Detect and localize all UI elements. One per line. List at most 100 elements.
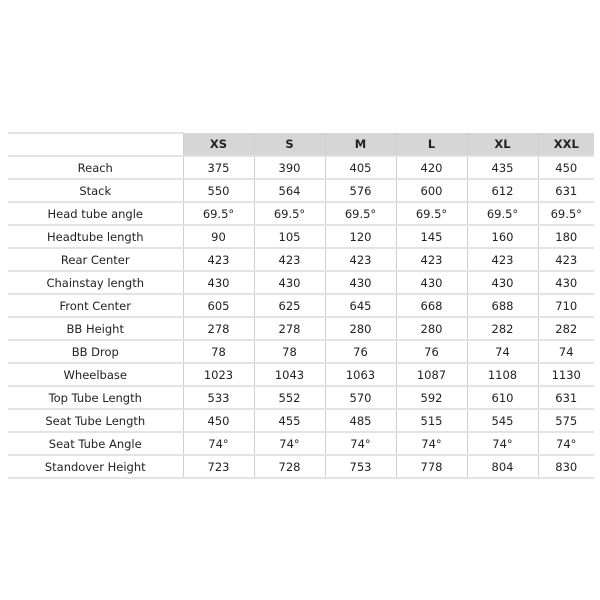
size-header-xxl: XXL xyxy=(537,133,594,157)
cell-value: 76 xyxy=(324,340,396,364)
cell-value: 455 xyxy=(253,409,325,433)
grid-line xyxy=(467,463,468,471)
cell-value: 282 xyxy=(537,317,594,341)
cell-value: 450 xyxy=(537,156,594,180)
row-label: Headtube length xyxy=(8,225,183,249)
table-row: Headtube length 90 105 120 145 160 180 xyxy=(8,225,594,249)
cell-value: 710 xyxy=(537,294,594,318)
cell-value: 420 xyxy=(395,156,467,180)
row-label: Stack xyxy=(8,179,183,203)
cell-value: 78 xyxy=(253,340,325,364)
cell-value: 375 xyxy=(182,156,254,180)
cell-value: 423 xyxy=(466,248,538,272)
row-label: Seat Tube Length xyxy=(8,409,183,433)
row-label: Seat Tube Angle xyxy=(8,432,183,456)
cell-value: 278 xyxy=(253,317,325,341)
table-row: Rear Center 423 423 423 423 423 423 xyxy=(8,248,594,272)
header-row: XS S M L XL XXL xyxy=(8,132,594,157)
size-header-xl: XL xyxy=(466,133,538,157)
row-label: Standover Height xyxy=(8,455,183,479)
cell-value: 74 xyxy=(537,340,594,364)
cell-value: 74° xyxy=(466,432,538,456)
row-label: Chainstay length xyxy=(8,271,183,295)
cell-value: 576 xyxy=(324,179,396,203)
cell-value: 1023 xyxy=(182,363,254,387)
cell-value: 645 xyxy=(324,294,396,318)
cell-value: 120 xyxy=(324,225,396,249)
cell-value: 278 xyxy=(182,317,254,341)
table-row: Standover Height 723 728 753 778 804 830 xyxy=(8,455,594,479)
row-label: Rear Center xyxy=(8,248,183,272)
table-row: Front Center 605 625 645 668 688 710 xyxy=(8,294,594,318)
cell-value: 423 xyxy=(324,248,396,272)
cell-value: 280 xyxy=(324,317,396,341)
table-row: Reach 375 390 405 420 435 450 xyxy=(8,156,594,180)
cell-value: 728 xyxy=(253,455,325,479)
table-row: Wheelbase 1023 1043 1063 1087 1108 1130 xyxy=(8,363,594,387)
grid-line xyxy=(396,463,397,471)
grid-line xyxy=(254,463,255,471)
header-corner xyxy=(8,132,183,157)
cell-value: 69.5° xyxy=(395,202,467,226)
cell-value: 160 xyxy=(466,225,538,249)
cell-value: 430 xyxy=(182,271,254,295)
cell-value: 74° xyxy=(537,432,594,456)
row-label: Wheelbase xyxy=(8,363,183,387)
row-label: Reach xyxy=(8,156,183,180)
cell-value: 423 xyxy=(182,248,254,272)
size-header-l: L xyxy=(395,133,467,157)
cell-value: 74° xyxy=(324,432,396,456)
cell-value: 564 xyxy=(253,179,325,203)
cell-value: 69.5° xyxy=(537,202,594,226)
cell-value: 688 xyxy=(466,294,538,318)
cell-value: 69.5° xyxy=(182,202,254,226)
cell-value: 753 xyxy=(324,455,396,479)
cell-value: 430 xyxy=(395,271,467,295)
table-row: Chainstay length 430 430 430 430 430 430 xyxy=(8,271,594,295)
cell-value: 435 xyxy=(466,156,538,180)
table-row: BB Drop 78 78 76 76 74 74 xyxy=(8,340,594,364)
table-row: Head tube angle 69.5° 69.5° 69.5° 69.5° 69.5°… xyxy=(8,202,594,226)
cell-value: 423 xyxy=(253,248,325,272)
table-row: Stack 550 564 576 600 612 631 xyxy=(8,179,594,203)
grid-line xyxy=(183,463,184,471)
cell-value: 390 xyxy=(253,156,325,180)
cell-value: 550 xyxy=(182,179,254,203)
size-header-s: S xyxy=(253,133,325,157)
table-row: Seat Tube Angle 74° 74° 74° 74° 74° 74° xyxy=(8,432,594,456)
grid-line xyxy=(325,463,326,471)
cell-value: 1063 xyxy=(324,363,396,387)
cell-value: 575 xyxy=(537,409,594,433)
cell-value: 600 xyxy=(395,179,467,203)
geometry-table: XS S M L XL XXL Reach 375 390 405 420 435 450 Stack 5… xyxy=(8,132,594,479)
cell-value: 90 xyxy=(182,225,254,249)
cell-value: 430 xyxy=(466,271,538,295)
cell-value: 545 xyxy=(466,409,538,433)
cell-value: 612 xyxy=(466,179,538,203)
cell-value: 74° xyxy=(395,432,467,456)
cell-value: 450 xyxy=(182,409,254,433)
cell-value: 105 xyxy=(253,225,325,249)
cell-value: 430 xyxy=(253,271,325,295)
table-row: Top Tube Length 533 552 570 592 610 631 xyxy=(8,386,594,410)
cell-value: 830 xyxy=(537,455,594,479)
cell-value: 69.5° xyxy=(324,202,396,226)
cell-value: 282 xyxy=(466,317,538,341)
row-label: Front Center xyxy=(8,294,183,318)
row-label: BB Height xyxy=(8,317,183,341)
grid-line xyxy=(538,463,539,471)
cell-value: 804 xyxy=(466,455,538,479)
cell-value: 552 xyxy=(253,386,325,410)
cell-value: 280 xyxy=(395,317,467,341)
size-header-xs: XS xyxy=(182,133,254,157)
cell-value: 631 xyxy=(537,179,594,203)
cell-value: 76 xyxy=(395,340,467,364)
cell-value: 723 xyxy=(182,455,254,479)
cell-value: 631 xyxy=(537,386,594,410)
cell-value: 405 xyxy=(324,156,396,180)
cell-value: 668 xyxy=(395,294,467,318)
cell-value: 145 xyxy=(395,225,467,249)
row-label: Top Tube Length xyxy=(8,386,183,410)
cell-value: 778 xyxy=(395,455,467,479)
cell-value: 78 xyxy=(182,340,254,364)
